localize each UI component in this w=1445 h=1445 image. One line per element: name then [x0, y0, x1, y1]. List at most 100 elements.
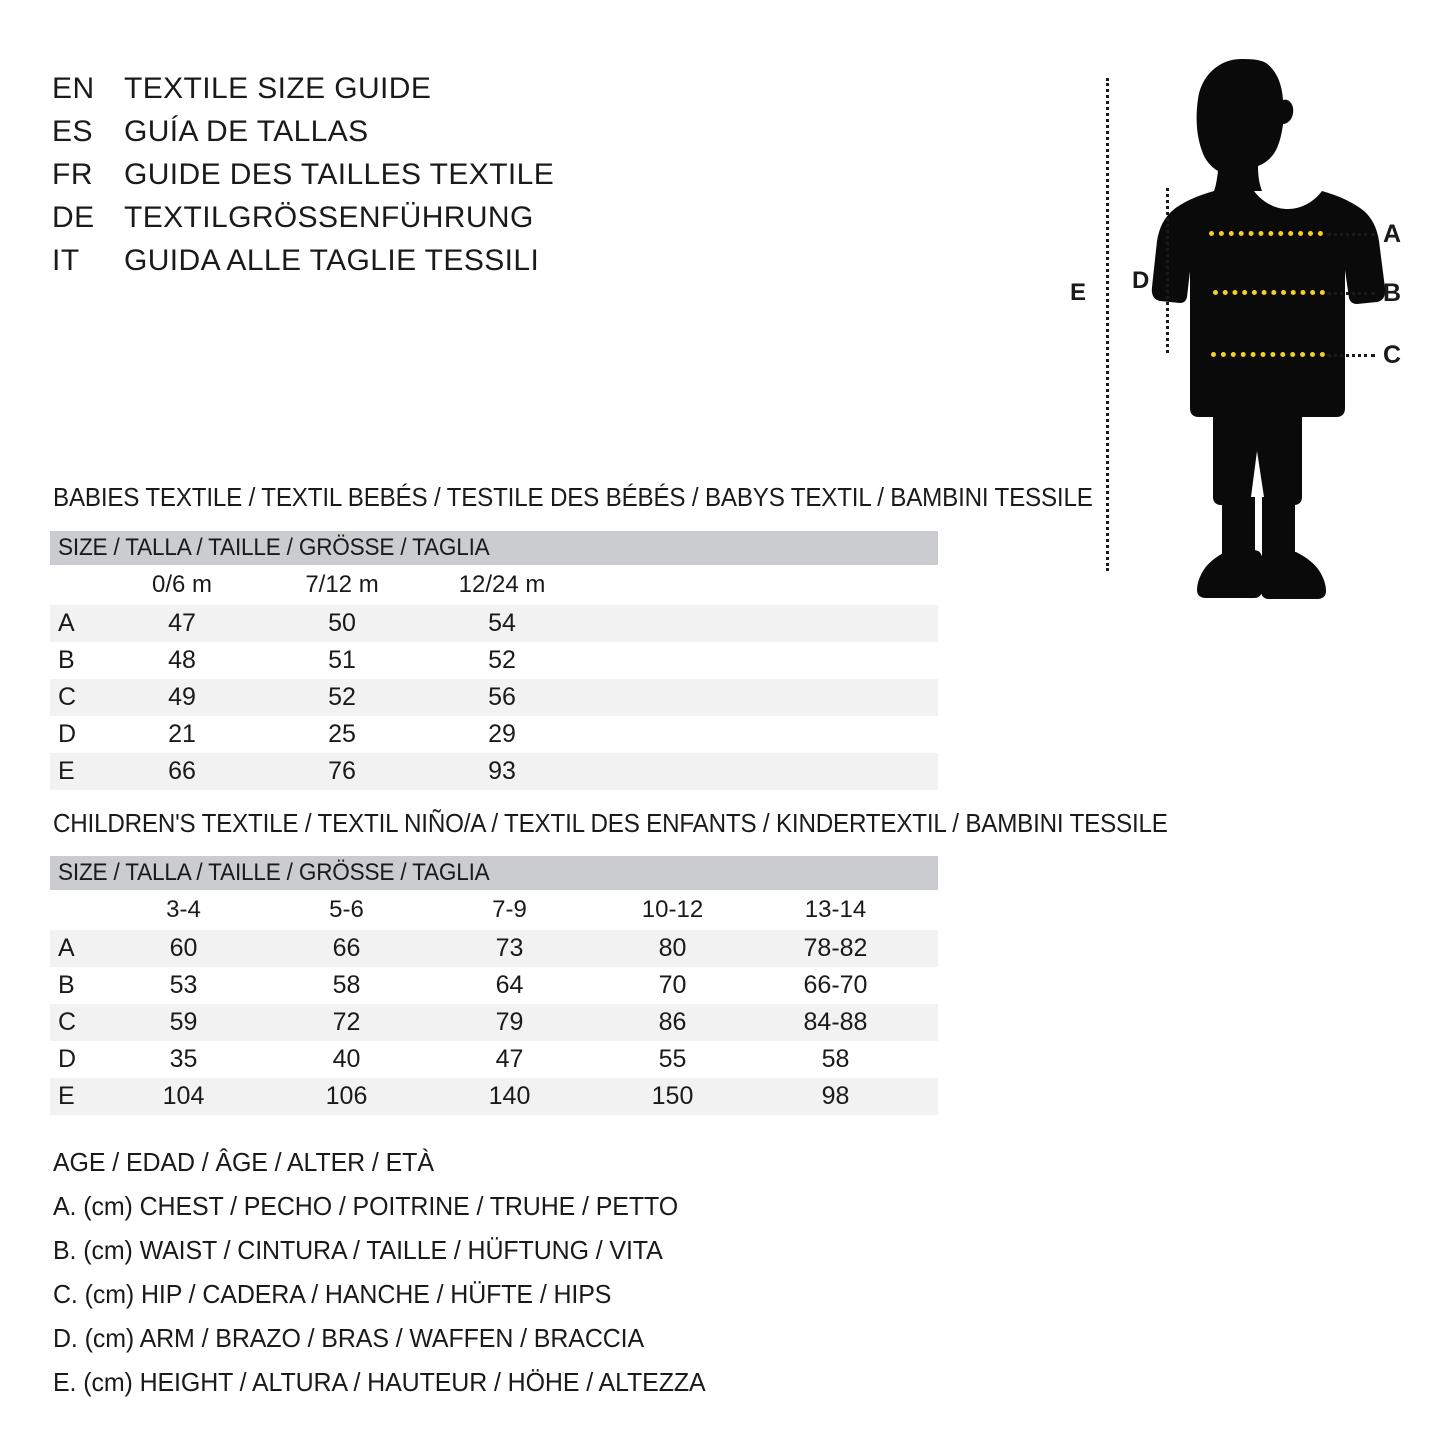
legend-line-arm: D. (cm) ARM / BRAZO / BRAS / WAFFEN / BR… — [53, 1323, 645, 1353]
babies-col-header-2: 12/24 m — [458, 571, 546, 598]
language-title-es: GUÍA DE TALLAS — [124, 115, 369, 148]
table-row: B 53 58 64 70 66-70 — [50, 967, 938, 1004]
waist-leader-line — [1327, 292, 1375, 295]
table-row: D 35 40 47 55 58 — [50, 1041, 938, 1078]
children-cell-e-3: 150 — [651, 1082, 694, 1110]
babies-size-band-label: SIZE / TALLA / TAILLE / GRÖSSE / TAGLIA — [58, 534, 490, 561]
table-row: E 66 76 93 — [50, 753, 938, 790]
babies-column-header-row: 0/6 m 7/12 m 12/24 m — [50, 565, 938, 605]
children-cell-b-2: 64 — [495, 971, 524, 999]
table-row: A 47 50 54 — [50, 605, 938, 642]
babies-row-key-a: A — [58, 609, 75, 637]
table-row: C 49 52 56 — [50, 679, 938, 716]
children-col-header-4: 13-14 — [804, 896, 867, 923]
language-title-it: GUIDA ALLE TAGLIE TESSILI — [124, 244, 540, 277]
body-measurement-diagram: A B C E D — [1045, 45, 1445, 615]
table-row: D 21 25 29 — [50, 716, 938, 753]
legend-line-age: AGE / EDAD / ÂGE / ALTER / ETÀ — [53, 1147, 434, 1177]
children-cell-e-1: 106 — [325, 1082, 368, 1110]
legend-line-hip: C. (cm) HIP / CADERA / HANCHE / HÜFTE / … — [53, 1279, 612, 1309]
children-cell-b-1: 58 — [332, 971, 361, 999]
babies-cell-a-2: 54 — [488, 609, 516, 637]
language-row-de: DE TEXTILGRÖSSENFÜHRUNG — [52, 201, 554, 244]
babies-cell-e-1: 76 — [328, 757, 356, 785]
chest-leader-line — [1327, 233, 1375, 236]
children-cell-c-3: 86 — [658, 1008, 687, 1036]
babies-cell-a-1: 50 — [328, 609, 356, 637]
children-col-header-0: 3-4 — [166, 896, 201, 923]
children-row-key-a: A — [58, 934, 75, 962]
children-col-header-3: 10-12 — [641, 896, 704, 923]
children-row-key-d: D — [58, 1045, 77, 1073]
children-cell-d-4: 58 — [821, 1045, 850, 1073]
babies-col-header-0: 0/6 m — [151, 571, 213, 598]
children-cell-e-0: 104 — [162, 1082, 205, 1110]
language-title-en: TEXTILE SIZE GUIDE — [124, 72, 432, 105]
children-cell-d-0: 35 — [169, 1045, 198, 1073]
children-row-key-c: C — [58, 1008, 77, 1036]
legend-line-chest: A. (cm) CHEST / PECHO / POITRINE / TRUHE… — [53, 1191, 679, 1221]
babies-cell-b-0: 48 — [168, 646, 196, 674]
legend-line-waist: B. (cm) WAIST / CINTURA / TAILLE / HÜFTU… — [53, 1235, 663, 1265]
hip-measure-line — [1211, 352, 1325, 357]
babies-row-key-e: E — [58, 757, 75, 785]
babies-cell-c-2: 56 — [488, 683, 516, 711]
language-row-it: IT GUIDA ALLE TAGLIE TESSILI — [52, 244, 554, 287]
babies-cell-d-0: 21 — [168, 720, 196, 748]
babies-row-key-d: D — [58, 720, 77, 748]
children-cell-c-4: 84-88 — [803, 1008, 868, 1036]
marker-label-a: A — [1383, 220, 1402, 248]
babies-section-title: BABIES TEXTILE / TEXTIL BEBÉS / TESTILE … — [53, 482, 1093, 512]
children-cell-d-1: 40 — [332, 1045, 361, 1073]
children-row-key-e: E — [58, 1082, 75, 1110]
babies-cell-a-0: 47 — [168, 609, 196, 637]
chest-measure-line — [1209, 231, 1323, 236]
table-row: A 60 66 73 80 78-82 — [50, 930, 938, 967]
babies-row-key-c: C — [58, 683, 77, 711]
children-cell-a-1: 66 — [332, 934, 361, 962]
children-size-table: SIZE / TALLA / TAILLE / GRÖSSE / TAGLIA … — [50, 856, 938, 1115]
table-row: E 104 106 140 150 98 — [50, 1078, 938, 1115]
babies-cell-e-2: 93 — [488, 757, 516, 785]
children-cell-d-2: 47 — [495, 1045, 524, 1073]
babies-row-key-b: B — [58, 646, 75, 674]
language-row-en: EN TEXTILE SIZE GUIDE — [52, 72, 554, 115]
waist-measure-line — [1213, 290, 1325, 295]
babies-size-band: SIZE / TALLA / TAILLE / GRÖSSE / TAGLIA — [50, 531, 938, 565]
language-row-es: ES GUÍA DE TALLAS — [52, 115, 554, 158]
height-guide-line — [1106, 78, 1109, 571]
children-cell-c-0: 59 — [169, 1008, 198, 1036]
language-code-fr: FR — [52, 158, 93, 191]
language-code-es: ES — [52, 115, 94, 148]
children-cell-b-3: 70 — [658, 971, 687, 999]
arm-guide-line — [1166, 188, 1169, 353]
language-row-fr: FR GUIDE DES TAILLES TEXTILE — [52, 158, 554, 201]
children-cell-a-2: 73 — [495, 934, 524, 962]
babies-size-table: SIZE / TALLA / TAILLE / GRÖSSE / TAGLIA … — [50, 531, 938, 790]
table-row: B 48 51 52 — [50, 642, 938, 679]
marker-label-c: C — [1383, 341, 1402, 369]
marker-label-b: B — [1383, 279, 1402, 307]
babies-col-header-1: 7/12 m — [305, 571, 379, 598]
babies-cell-d-2: 29 — [488, 720, 516, 748]
children-cell-e-4: 98 — [821, 1082, 850, 1110]
babies-cell-e-0: 66 — [168, 757, 196, 785]
language-code-de: DE — [52, 201, 95, 234]
marker-label-d: D — [1132, 267, 1150, 294]
children-column-header-row: 3-4 5-6 7-9 10-12 13-14 — [50, 890, 938, 930]
babies-cell-d-1: 25 — [328, 720, 356, 748]
children-cell-a-3: 80 — [658, 934, 687, 962]
children-cell-b-0: 53 — [169, 971, 198, 999]
babies-cell-b-1: 51 — [328, 646, 356, 674]
child-silhouette-icon — [1151, 59, 1386, 599]
language-header-block: EN TEXTILE SIZE GUIDE ES GUÍA DE TALLAS … — [52, 72, 554, 287]
children-col-header-2: 7-9 — [492, 896, 527, 923]
language-code-it: IT — [52, 244, 80, 277]
children-col-header-1: 5-6 — [329, 896, 364, 923]
children-cell-b-4: 66-70 — [803, 971, 868, 999]
babies-cell-b-2: 52 — [488, 646, 516, 674]
babies-cell-c-1: 52 — [328, 683, 356, 711]
hip-leader-line — [1327, 354, 1375, 357]
legend-line-height: E. (cm) HEIGHT / ALTURA / HAUTEUR / HÖHE… — [53, 1367, 706, 1397]
children-section-title: CHILDREN'S TEXTILE / TEXTIL NIÑO/A / TEX… — [53, 808, 1168, 838]
